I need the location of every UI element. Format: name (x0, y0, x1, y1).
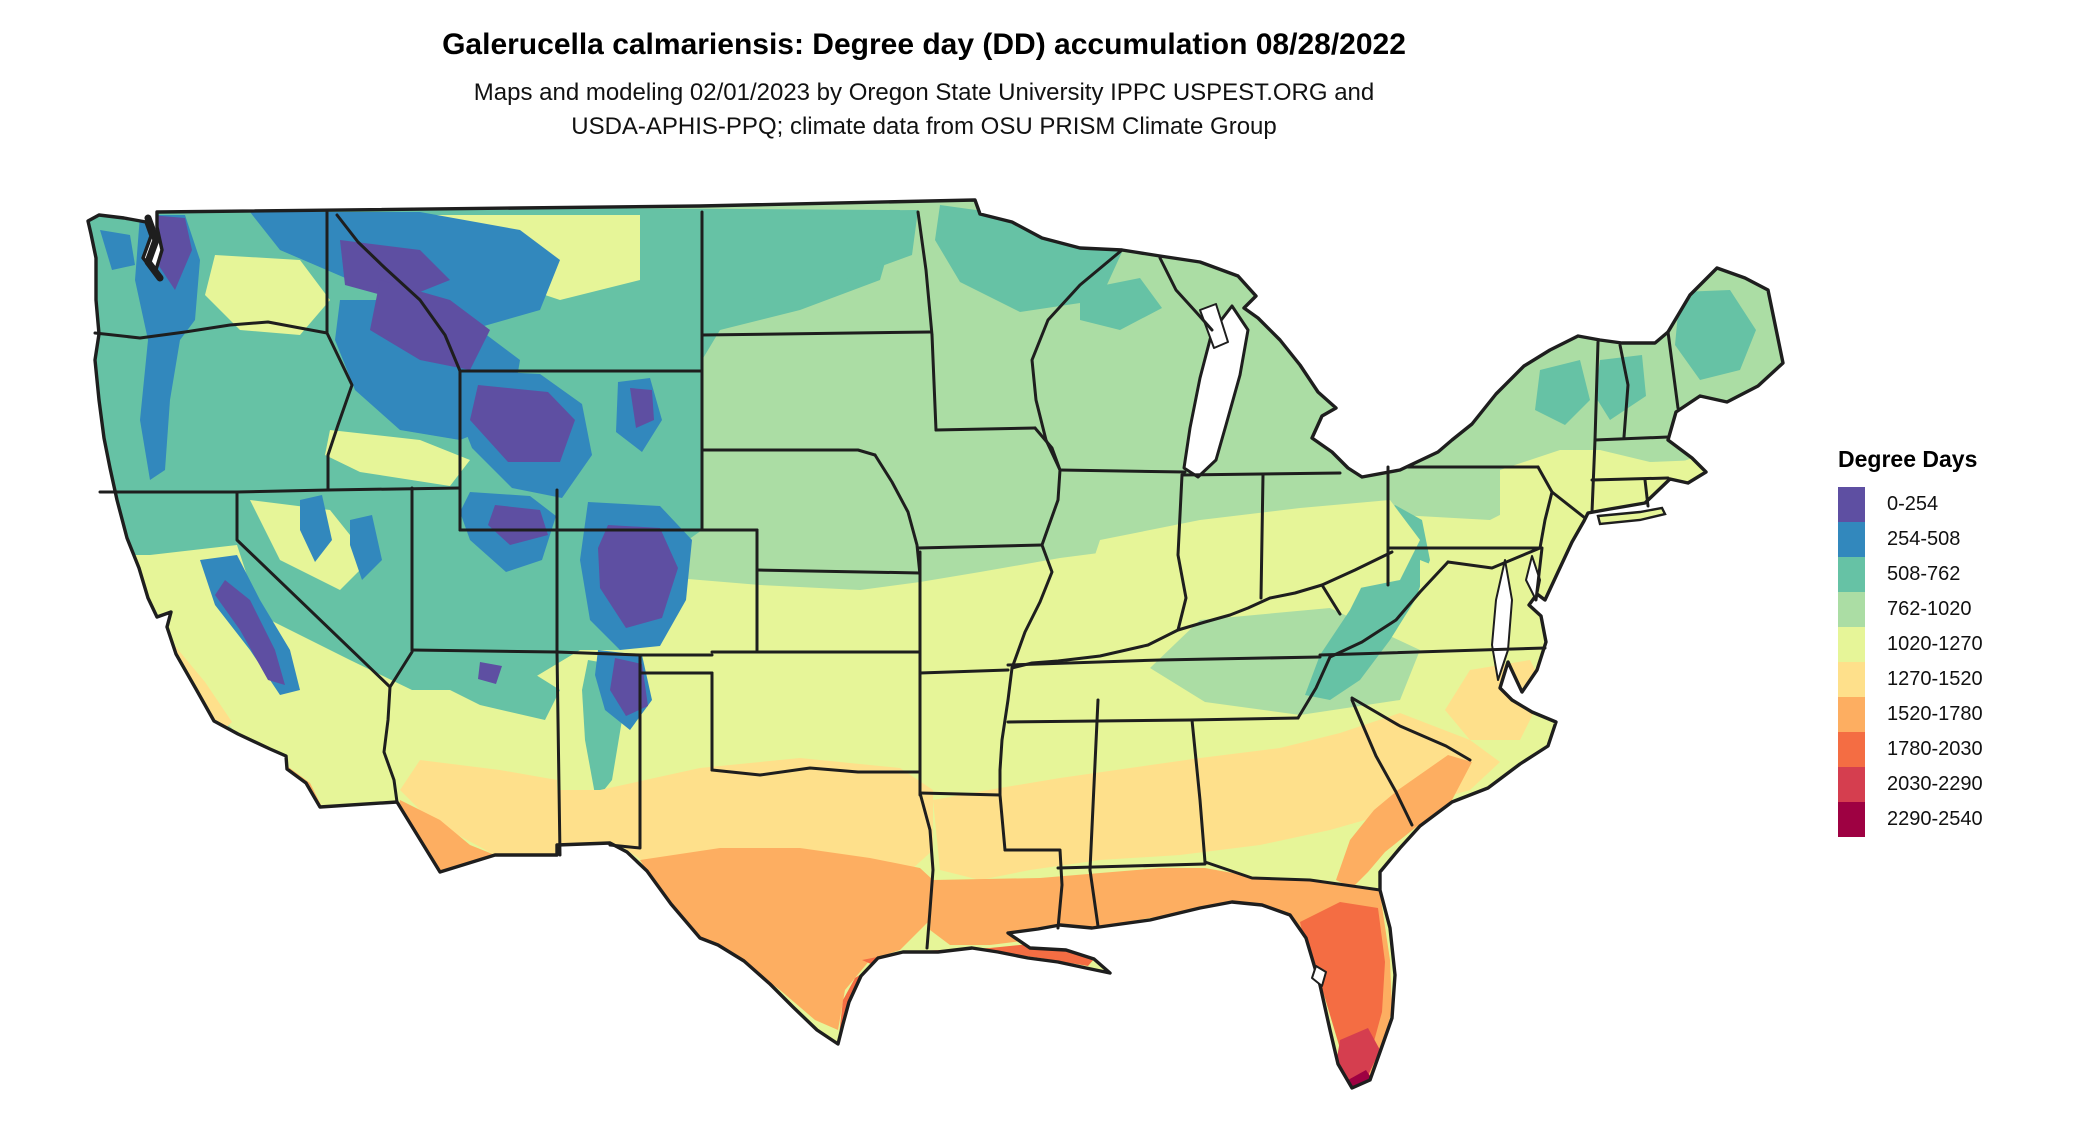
header: Galerucella calmariensis: Degree day (DD… (0, 0, 1848, 144)
legend-item-label: 2030-2290 (1887, 773, 1983, 795)
legend-color-swatch (1838, 557, 1865, 592)
legend-color-swatch (1838, 522, 1865, 557)
legend-item-label: 254-508 (1887, 528, 1961, 550)
subtitle-line-2: USDA-APHIS-PPQ; climate data from OSU PR… (571, 113, 1277, 140)
legend-item: 2030-2290 (1838, 767, 2088, 802)
legend-item-label: 0-254 (1887, 493, 1939, 515)
tampa-bay (1311, 965, 1327, 987)
legend-item: 508-762 (1838, 557, 2088, 592)
legend-item-label: 1020-1270 (1887, 633, 1983, 655)
subtitle-line-1: Maps and modeling 02/01/2023 by Oregon S… (473, 79, 1375, 106)
legend-color-swatch (1838, 487, 1865, 522)
legend-color-swatch (1838, 627, 1865, 662)
legend: Degree Days 0-254 254-508 508-762 762-10… (1838, 446, 2088, 837)
legend-item: 0-254 (1838, 487, 2088, 522)
green-bay (1199, 303, 1229, 349)
legend-item-label: 762-1020 (1887, 598, 1972, 620)
legend-color-swatch (1838, 697, 1865, 732)
page-title: Galerucella calmariensis: Degree day (DD… (442, 28, 1406, 61)
legend-item-label: 2290-2540 (1887, 808, 1983, 830)
state-borders (93, 210, 1680, 950)
legend-title: Degree Days (1838, 446, 1978, 472)
page-subtitle: Maps and modeling 02/01/2023 by Oregon S… (0, 76, 1848, 144)
us-outline (86, 198, 1785, 1090)
legend-color-swatch (1838, 662, 1865, 697)
legend-color-swatch (1838, 732, 1865, 767)
legend-item: 1270-1520 (1838, 662, 2088, 697)
legend-color-swatch (1838, 592, 1865, 627)
legend-color-swatch (1838, 767, 1865, 802)
degree-day-fill-patches (88, 200, 1783, 1088)
legend-rows: 0-254 254-508 508-762 762-1020 1020-1270… (1838, 487, 2088, 837)
legend-item: 1520-1780 (1838, 697, 2088, 732)
legend-item: 2290-2540 (1838, 802, 2088, 837)
long-island (1596, 506, 1667, 526)
legend-item-label: 508-762 (1887, 563, 1961, 585)
legend-item: 254-508 (1838, 522, 2088, 557)
legend-item: 1780-2030 (1838, 732, 2088, 767)
legend-item-label: 1780-2030 (1887, 738, 1983, 760)
legend-item: 1020-1270 (1838, 627, 2088, 662)
legend-color-swatch (1838, 802, 1865, 837)
legend-item-label: 1520-1780 (1887, 703, 1983, 725)
puget-sound (144, 214, 164, 282)
legend-item: 762-1020 (1838, 592, 2088, 627)
legend-item-label: 1270-1520 (1887, 668, 1983, 690)
lake-michigan (1182, 304, 1250, 479)
